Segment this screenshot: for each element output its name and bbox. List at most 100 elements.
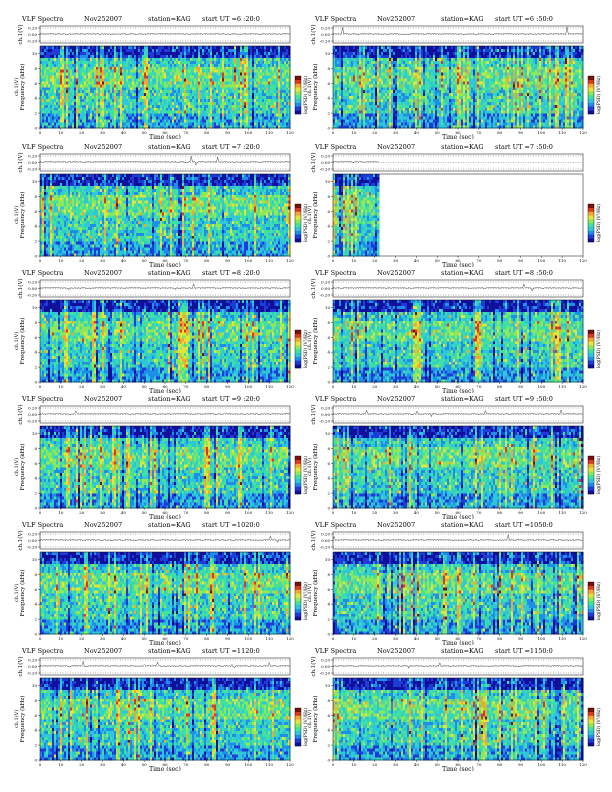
x-tick-label: 0 xyxy=(332,510,335,515)
x-tick-label: 60 xyxy=(455,258,461,263)
x-tick-label: 20 xyxy=(372,762,378,767)
x-tick-label: 120 xyxy=(286,762,294,767)
x-tick-label: 50 xyxy=(435,762,441,767)
colorbar-segment xyxy=(295,467,301,472)
colorbar-segment xyxy=(588,593,594,598)
x-tick-label: 100 xyxy=(538,762,546,767)
y-tick-label: 8 xyxy=(34,446,37,451)
x-tick-label: 60 xyxy=(455,130,461,135)
x-tick-label: 110 xyxy=(265,384,273,389)
panel-date: Nov252007 xyxy=(84,142,122,152)
x-tick-label: 70 xyxy=(476,762,482,767)
colorbar-segment xyxy=(588,608,594,613)
colorbar-segment xyxy=(295,734,301,739)
colorbar-segment xyxy=(588,589,594,594)
x-tick-label: 50 xyxy=(142,636,148,641)
channel-tick-label: -0.20 xyxy=(320,419,331,424)
panel-start-time: start UT =6 :20:0 xyxy=(202,14,260,24)
channel-sub-label: ch.1(V) xyxy=(306,332,313,350)
panel-station: station=KAG xyxy=(148,14,191,24)
colorbar-segment xyxy=(295,91,301,96)
y-tick-label: 6 xyxy=(327,81,330,86)
panel-header: VLF Spectra Nov252007 station=KAG start UT … xyxy=(22,142,302,152)
x-tick-label: 60 xyxy=(162,384,168,389)
colorbar-segment xyxy=(295,585,301,590)
x-tick-label: 30 xyxy=(393,762,399,767)
x-tick-label: 60 xyxy=(455,636,461,641)
x-tick-label: 10 xyxy=(351,384,357,389)
x-tick-label: 30 xyxy=(100,762,106,767)
channel-tick-label: -0.20 xyxy=(320,293,331,298)
channel-tick-label: -0.20 xyxy=(27,419,38,424)
panel-header: VLF Spectra Nov252007 station=KAG start UT … xyxy=(22,394,302,404)
panel-station: station=KAG xyxy=(148,142,191,152)
colorbar-segment xyxy=(295,204,301,208)
x-tick-label: 100 xyxy=(538,636,546,641)
x-tick-label: 30 xyxy=(393,510,399,515)
x-tick-label: 10 xyxy=(58,510,64,515)
channel-trace xyxy=(39,33,290,35)
colorbar-segment xyxy=(295,459,301,464)
colorbar-segment xyxy=(295,79,301,84)
x-tick-label: 60 xyxy=(455,384,461,389)
spectra-panel: VLF Spectra Nov252007 station=KAG start UT … xyxy=(305,268,605,393)
x-tick-label: 40 xyxy=(121,510,127,515)
x-tick-label: 30 xyxy=(100,130,106,135)
x-axis-label: Time (sec) xyxy=(149,766,181,771)
x-tick-label: 70 xyxy=(476,636,482,641)
colorbar-segment xyxy=(295,478,301,483)
channel-tick-label: 0.00 xyxy=(28,664,37,669)
channel-tick-label: -0.20 xyxy=(27,545,38,550)
x-tick-label: 70 xyxy=(183,510,189,515)
colorbar-segment xyxy=(295,83,301,88)
colorbar-segment xyxy=(295,597,301,602)
colorbar-segment xyxy=(588,79,594,84)
colorbar-segment xyxy=(295,612,301,617)
x-tick-label: 20 xyxy=(79,258,85,263)
colorbar-segment xyxy=(295,616,301,621)
y-tick-label: 0 xyxy=(34,506,37,511)
y-axis-label: Frequency (kHz) xyxy=(312,444,319,491)
panel-title: VLF Spectra xyxy=(22,394,63,404)
x-tick-label: 20 xyxy=(372,258,378,263)
y-tick-label: 10 xyxy=(32,305,38,310)
colorbar-segment xyxy=(295,719,301,724)
colorbar-label: log(PSD) (V²/Hz) xyxy=(302,708,309,746)
x-tick-label: 20 xyxy=(372,636,378,641)
panel-header: VLF Spectra Nov252007 station=KAG start UT … xyxy=(22,646,302,656)
x-tick-label: 50 xyxy=(142,384,148,389)
x-tick-label: 100 xyxy=(245,130,253,135)
colorbar-segment xyxy=(588,215,594,220)
x-tick-label: 0 xyxy=(39,384,42,389)
channel-tick-label: -0.20 xyxy=(27,39,38,44)
x-tick-label: 40 xyxy=(414,636,420,641)
x-tick-label: 60 xyxy=(162,762,168,767)
channel-trace xyxy=(39,535,290,543)
colorbar-segment xyxy=(588,456,594,460)
panel-title: VLF Spectra xyxy=(315,394,356,404)
x-tick-label: 80 xyxy=(204,258,210,263)
x-tick-label: 50 xyxy=(435,510,441,515)
x-tick-label: 10 xyxy=(58,130,64,135)
panel-header: VLF Spectra Nov252007 station=KAG start UT … xyxy=(315,520,595,530)
x-tick-label: 90 xyxy=(225,384,231,389)
x-tick-label: 40 xyxy=(121,258,127,263)
panel-station: station=KAG xyxy=(441,268,484,278)
colorbar-segment xyxy=(295,223,301,227)
channel-tick-label: -0.20 xyxy=(27,293,38,298)
channel-tick-label: 0.20 xyxy=(28,280,37,285)
colorbar-segment xyxy=(588,95,594,99)
x-tick-label: 20 xyxy=(79,130,85,135)
panel-header: VLF Spectra Nov252007 station=KAG start UT … xyxy=(315,646,595,656)
y-tick-label: 2 xyxy=(34,743,37,748)
y-tick-label: 0 xyxy=(34,632,37,637)
colorbar-segment xyxy=(295,110,301,115)
channel-tick-label: 0.00 xyxy=(321,538,330,543)
colorbar-segment xyxy=(588,345,594,350)
colorbar-segment xyxy=(588,463,594,468)
panel-title: VLF Spectra xyxy=(315,646,356,656)
colorbar-segment xyxy=(588,482,594,487)
panel-header: VLF Spectra Nov252007 station=KAG start UT … xyxy=(315,142,595,152)
